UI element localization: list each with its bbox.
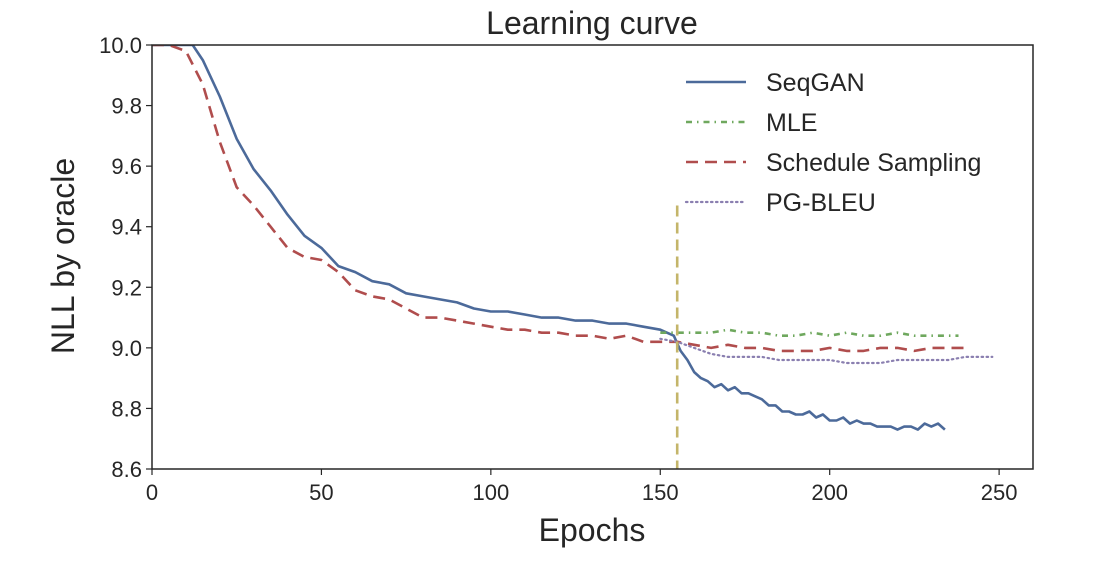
x-tick-label: 100	[472, 480, 509, 505]
x-tick-label: 250	[981, 480, 1018, 505]
plot-area: 0 50 100 150 200 250 8.6 8.8 9.0 9.2 9.4 9.6 9.8 10.0	[99, 33, 1034, 505]
series-line-mle	[660, 328, 959, 338]
x-tick-label: 200	[811, 480, 848, 505]
x-tick-label: 50	[309, 480, 333, 505]
y-tick-label: 9.6	[111, 154, 142, 179]
y-axis-label: NLL by oracle	[45, 158, 81, 354]
legend: SeqGAN MLE Schedule Sampling PG-BLEU	[684, 69, 981, 217]
y-tick-label: 8.6	[111, 457, 142, 482]
legend-label-mle: MLE	[766, 109, 817, 137]
series-line-pg-bleu	[659, 337, 994, 365]
series-line-schedule-sampling	[152, 45, 966, 353]
series-line-seqgan	[152, 45, 946, 431]
y-tick-label: 9.2	[111, 275, 142, 300]
y-tick-label: 8.8	[111, 396, 142, 421]
y-tick-label: 9.8	[111, 94, 142, 119]
legend-label-schedule-sampling: Schedule Sampling	[766, 149, 981, 177]
x-tick-label: 0	[146, 480, 158, 505]
chart-title: Learning curve	[486, 5, 698, 41]
series-lines	[152, 45, 994, 431]
y-tick-label: 9.4	[111, 215, 142, 240]
y-tick-label: 10.0	[99, 33, 142, 58]
legend-label-seqgan: SeqGAN	[766, 69, 865, 97]
plot-frame	[151, 44, 1034, 470]
x-axis-label: Epochs	[539, 512, 646, 548]
x-tick-label: 150	[642, 480, 679, 505]
legend-label-pg-bleu: PG-BLEU	[766, 189, 876, 217]
y-tick-label: 9.0	[111, 336, 142, 361]
